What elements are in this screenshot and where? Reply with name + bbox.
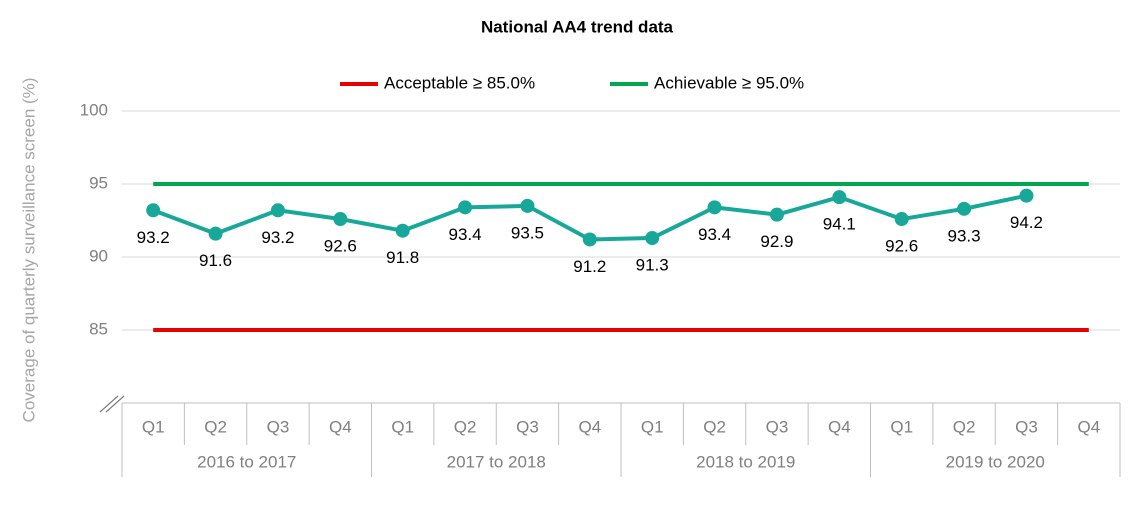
x-tick-label: Q4 [329,417,352,436]
x-tick-label: Q1 [142,417,165,436]
data-point [707,200,722,215]
x-tick-label: Q3 [1015,417,1038,436]
axis-break [99,395,125,413]
x-group-label: 2019 to 2020 [946,452,1045,471]
x-tick-label: Q2 [204,417,227,436]
y-axis-label: Coverage of quarterly surveillance scree… [19,78,38,423]
data-label: 92.9 [760,232,793,251]
data-point [645,231,660,246]
y-tick-label: 85 [89,319,108,338]
data-label: 91.8 [386,248,419,267]
y-tick-label: 100 [80,100,108,119]
data-point [333,212,348,227]
x-group-label: 2018 to 2019 [696,452,795,471]
data-label: 91.3 [636,256,669,275]
data-point [208,226,223,241]
legend-label: Achievable ≥ 95.0% [654,73,804,92]
data-point [957,201,972,216]
data-label: 92.6 [885,237,918,256]
x-tick-label: Q1 [641,417,664,436]
data-point [520,198,535,213]
data-label: 93.2 [137,228,170,247]
x-tick-label: Q1 [391,417,414,436]
x-tick-label: Q3 [766,417,789,436]
data-label: 93.5 [511,223,544,242]
data-point [395,223,410,238]
data-label: 91.6 [199,251,232,270]
data-label: 93.2 [261,228,294,247]
x-tick-label: Q2 [703,417,726,436]
x-tick-label: Q4 [578,417,601,436]
x-tick-label: Q3 [516,417,539,436]
data-point [832,190,847,205]
x-tick-label: Q3 [267,417,290,436]
x-group-label: 2017 to 2018 [447,452,546,471]
data-label: 93.4 [698,225,731,244]
data-label: 93.4 [449,225,482,244]
data-label: 91.2 [573,257,606,276]
data-label: 92.6 [324,237,357,256]
data-label: 94.1 [823,215,856,234]
data-point [146,203,161,218]
data-point [458,200,473,215]
data-point [769,207,784,222]
x-group-label: 2016 to 2017 [197,452,296,471]
data-point [1019,188,1034,203]
y-tick-label: 95 [89,173,108,192]
x-tick-label: Q2 [953,417,976,436]
data-label: 93.3 [948,226,981,245]
legend-label: Acceptable ≥ 85.0% [384,73,535,92]
x-tick-label: Q4 [828,417,851,436]
data-point [582,232,597,247]
x-tick-label: Q4 [1077,417,1100,436]
data-label: 94.2 [1010,213,1043,232]
data-point [270,203,285,218]
x-tick-label: Q1 [890,417,913,436]
chart-title: National AA4 trend data [481,17,674,36]
x-tick-label: Q2 [454,417,477,436]
y-tick-label: 90 [89,246,108,265]
data-point [894,212,909,227]
